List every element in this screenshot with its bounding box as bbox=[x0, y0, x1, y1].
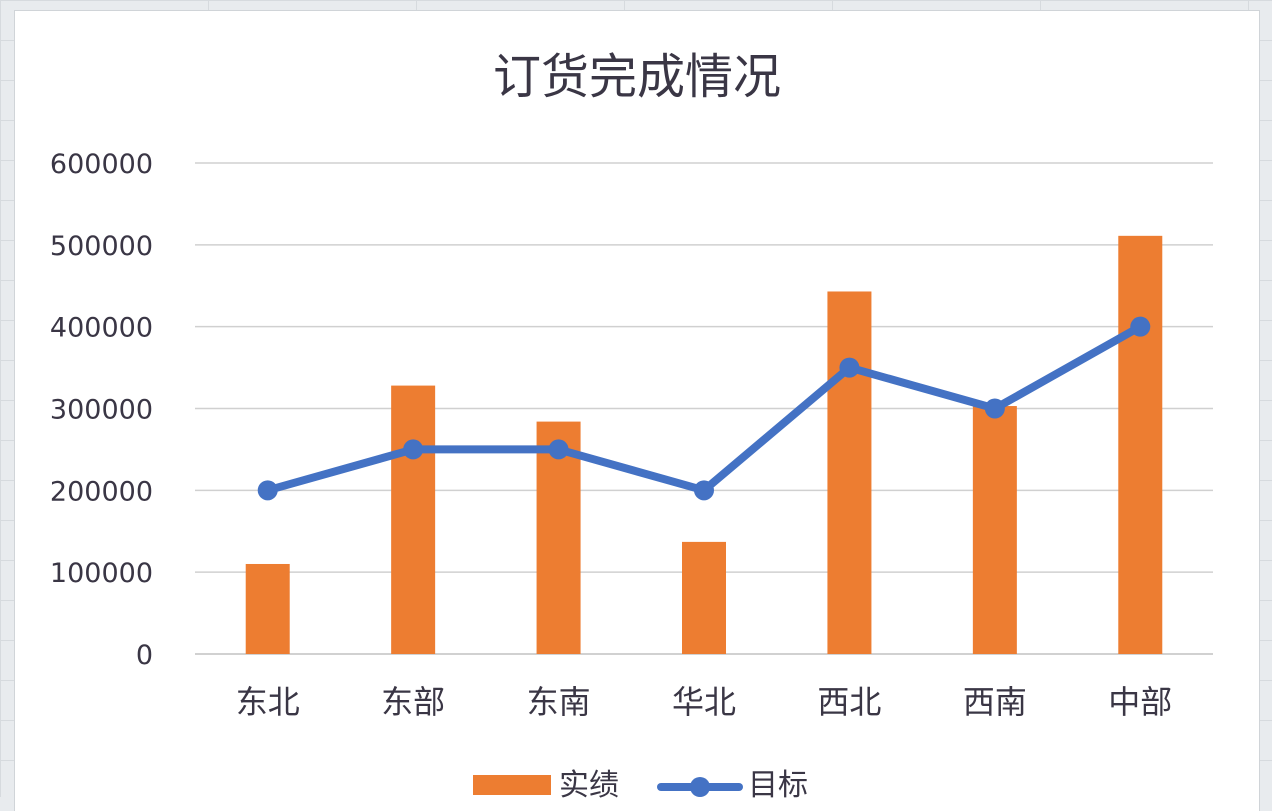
line-point bbox=[403, 439, 424, 460]
x-tick-label: 东部 bbox=[381, 683, 445, 721]
line-point bbox=[984, 398, 1005, 419]
y-tick-label: 500000 bbox=[50, 231, 153, 262]
x-tick-label: 西北 bbox=[817, 683, 881, 721]
x-tick-label: 华北 bbox=[672, 683, 736, 721]
bar bbox=[682, 541, 726, 654]
line-point bbox=[839, 357, 860, 378]
line-point bbox=[694, 480, 714, 501]
chart-area[interactable]: 订货完成情况 0 100000 200000 300000 400000 500000 60… bbox=[14, 10, 1260, 811]
x-tick-label: 东南 bbox=[527, 683, 591, 721]
combo-chart: 订货完成情况 0 100000 200000 300000 400000 500000 60… bbox=[50, 49, 1213, 803]
y-tick-label: 200000 bbox=[50, 476, 153, 507]
bar-series bbox=[245, 235, 1163, 654]
line-point bbox=[548, 439, 569, 460]
bar bbox=[972, 406, 1017, 654]
chart-title: 订货完成情况 bbox=[493, 49, 781, 105]
bar bbox=[1118, 235, 1163, 654]
legend-label: 目标 bbox=[748, 768, 808, 803]
x-tick-label: 东北 bbox=[236, 683, 300, 721]
x-tick-label: 中部 bbox=[1108, 683, 1172, 721]
y-tick-label: 100000 bbox=[50, 558, 153, 589]
legend-swatch-bar bbox=[473, 775, 551, 795]
y-axis-labels: 0 100000 200000 300000 400000 500000 600000 bbox=[50, 149, 153, 671]
x-axis-labels: 东北 东部 东南 华北 西北 西南 中部 bbox=[236, 683, 1173, 721]
bar bbox=[391, 385, 436, 654]
y-tick-label: 300000 bbox=[50, 395, 153, 426]
bar bbox=[536, 421, 581, 654]
x-tick-label: 西南 bbox=[963, 683, 1027, 721]
y-tick-label: 600000 bbox=[50, 149, 153, 180]
legend-label: 实绩 bbox=[559, 768, 619, 803]
legend-swatch-marker bbox=[690, 777, 710, 797]
bar bbox=[827, 291, 872, 654]
line-point bbox=[257, 480, 278, 501]
line-point bbox=[1130, 316, 1151, 337]
bar bbox=[245, 563, 290, 654]
line-series bbox=[257, 316, 1151, 501]
y-tick-label: 0 bbox=[136, 640, 153, 671]
legend: 实绩 目标 bbox=[473, 768, 808, 803]
y-tick-label: 400000 bbox=[50, 313, 153, 344]
